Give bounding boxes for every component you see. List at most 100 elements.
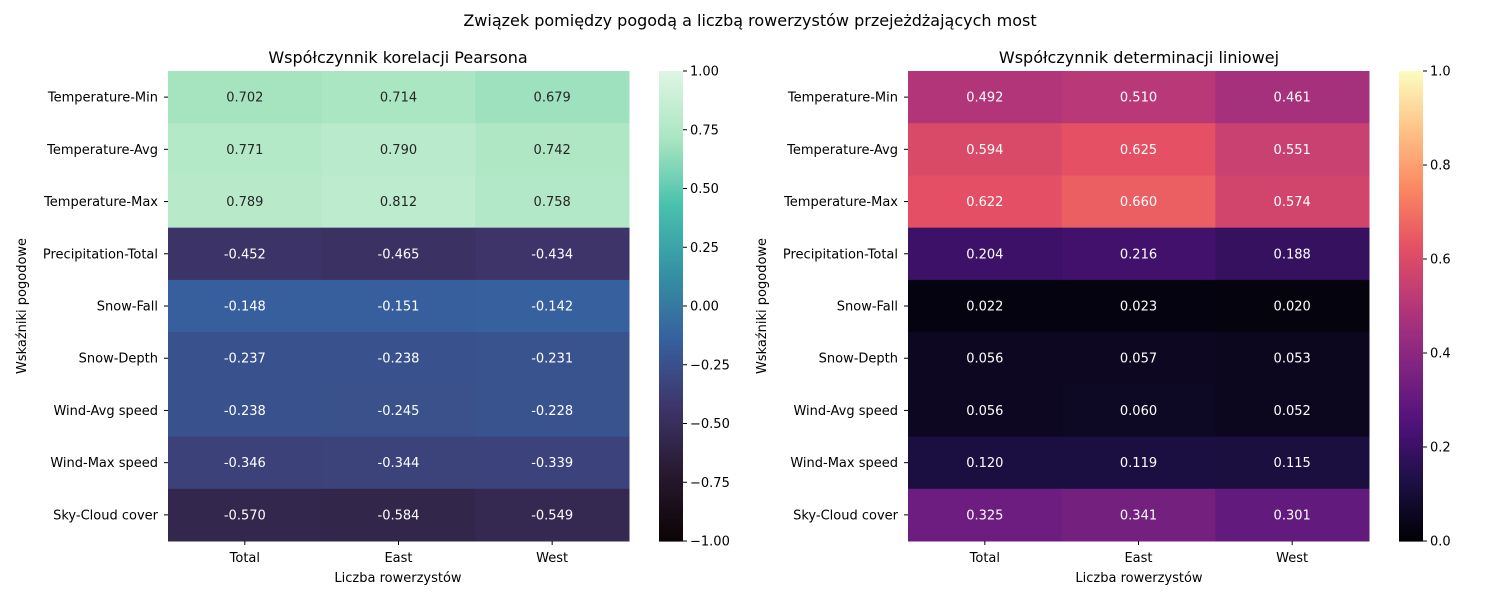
colorbar-segment bbox=[659, 113, 683, 117]
y-tick-label: Wind-Avg speed bbox=[53, 404, 158, 419]
heatmap-cell bbox=[321, 488, 476, 542]
colorbar-determination: 1.0 0.8 0.6 0.4 0.2 0.0 bbox=[1399, 65, 1451, 550]
colorbar-segment bbox=[1399, 498, 1423, 502]
heatmap-cell bbox=[475, 436, 630, 490]
colorbar-segment bbox=[1399, 470, 1423, 474]
colorbar-segment bbox=[659, 99, 683, 103]
colorbar-segment bbox=[659, 327, 683, 331]
colorbar-segment bbox=[1399, 416, 1423, 420]
y-tick-label: Temperature-Max bbox=[43, 195, 158, 210]
colorbar-segment bbox=[1399, 190, 1423, 194]
colorbar-segment bbox=[1399, 449, 1423, 453]
colorbar-segment bbox=[659, 101, 683, 105]
heatmap-cell bbox=[1215, 384, 1370, 438]
colorbar-tick-label: 0.4 bbox=[1430, 347, 1451, 362]
colorbar-segment bbox=[659, 458, 683, 462]
colorbar-segment bbox=[659, 153, 683, 157]
colorbar-segment bbox=[1399, 223, 1423, 227]
colorbar-tick-label: 0.0 bbox=[1430, 535, 1451, 550]
colorbar-segment bbox=[659, 212, 683, 215]
y-tick-label: Precipitation-Total bbox=[783, 247, 898, 262]
colorbar-segment bbox=[1399, 331, 1423, 335]
colorbar-segment bbox=[1399, 169, 1423, 173]
colorbar-segment bbox=[1399, 367, 1423, 371]
colorbar-segment bbox=[659, 233, 683, 237]
colorbar-segment bbox=[659, 301, 683, 305]
colorbar-segment bbox=[1399, 479, 1423, 483]
colorbar-segment bbox=[1399, 202, 1423, 206]
colorbar-segment bbox=[1399, 381, 1423, 385]
colorbar-tick-label: 0.75 bbox=[690, 123, 719, 138]
panel-determination: Współczynnik determinacji liniowej 0.492… bbox=[755, 48, 1451, 586]
colorbar-segment bbox=[1399, 268, 1423, 272]
colorbar-segment bbox=[659, 404, 683, 408]
colorbar-segment bbox=[1399, 94, 1423, 98]
colorbar-segment bbox=[1399, 73, 1423, 77]
colorbar-segment bbox=[659, 432, 683, 436]
colorbar-segment bbox=[1399, 254, 1423, 258]
colorbar-segment bbox=[1399, 465, 1423, 469]
heatmap-cell bbox=[168, 436, 323, 490]
colorbar-segment bbox=[1399, 263, 1423, 267]
heatmap-cell bbox=[475, 227, 630, 281]
colorbar-segment bbox=[1399, 136, 1423, 140]
colorbar-segment bbox=[1399, 273, 1423, 277]
colorbar-segment bbox=[659, 388, 683, 392]
colorbar-segment bbox=[659, 505, 683, 509]
colorbar-segment bbox=[1399, 371, 1423, 375]
cell-value-label: 0.789 bbox=[226, 195, 263, 210]
colorbar-segment bbox=[659, 176, 683, 180]
heatmap-cell bbox=[475, 384, 630, 438]
colorbar-segment bbox=[659, 221, 683, 225]
colorbar-segment bbox=[1399, 482, 1423, 486]
colorbar-segment bbox=[1399, 204, 1423, 208]
colorbar-segment bbox=[659, 345, 683, 349]
colorbar-segment bbox=[659, 334, 683, 338]
colorbar-segment bbox=[659, 385, 683, 389]
colorbar-segment bbox=[1399, 383, 1423, 387]
x-axis-label-determination: Liczba rowerzystów bbox=[1075, 571, 1203, 586]
colorbar-segment bbox=[1399, 477, 1423, 481]
colorbar-segment bbox=[659, 120, 683, 124]
cell-value-label: -0.238 bbox=[378, 352, 420, 367]
cell-value-label: 0.660 bbox=[1120, 195, 1157, 210]
cell-value-label: -0.570 bbox=[224, 508, 266, 523]
colorbar-tick-label: 0.50 bbox=[690, 182, 719, 197]
colorbar-segment bbox=[659, 397, 683, 401]
cell-value-label: -0.344 bbox=[378, 456, 420, 471]
cell-value-label: 0.115 bbox=[1274, 456, 1311, 471]
cell-value-label: 0.702 bbox=[226, 91, 263, 106]
colorbar-segment bbox=[1399, 350, 1423, 354]
colorbar-segment bbox=[1399, 362, 1423, 366]
cell-value-label: 0.301 bbox=[1274, 508, 1311, 523]
colorbar-segment bbox=[659, 277, 683, 281]
colorbar-segment bbox=[1399, 522, 1423, 526]
colorbar-segment bbox=[1399, 251, 1423, 255]
colorbar-segment bbox=[659, 468, 683, 472]
heatmap-cell bbox=[1215, 332, 1370, 385]
cell-value-label: 0.020 bbox=[1274, 300, 1311, 315]
y-tick-label: Wind-Max speed bbox=[790, 456, 898, 471]
heatmap-cell bbox=[168, 227, 323, 281]
colorbar-segment bbox=[1399, 306, 1423, 309]
colorbar-segment bbox=[659, 110, 683, 114]
colorbar-segment bbox=[1399, 195, 1423, 199]
colorbar-segment bbox=[1399, 435, 1423, 439]
colorbar-segment bbox=[1399, 82, 1423, 86]
colorbar-segment bbox=[1399, 125, 1423, 128]
cell-value-label: 0.023 bbox=[1120, 300, 1157, 315]
cell-value-label: 0.492 bbox=[966, 91, 1003, 106]
colorbar-segment bbox=[1399, 143, 1423, 147]
x-tick-label: West bbox=[536, 551, 568, 566]
colorbar-segment bbox=[1399, 188, 1423, 192]
colorbar-segment bbox=[659, 209, 683, 213]
colorbar-segment bbox=[659, 256, 683, 260]
colorbar-segment bbox=[1399, 320, 1423, 324]
colorbar-segment bbox=[1399, 280, 1423, 284]
colorbar-segment bbox=[659, 409, 683, 413]
heatmap-cell bbox=[908, 384, 1063, 438]
colorbar-segment bbox=[1399, 87, 1423, 91]
colorbar-segment bbox=[1399, 355, 1423, 359]
colorbar-segment bbox=[659, 249, 683, 253]
y-tick-label: Snow-Depth bbox=[819, 352, 898, 367]
